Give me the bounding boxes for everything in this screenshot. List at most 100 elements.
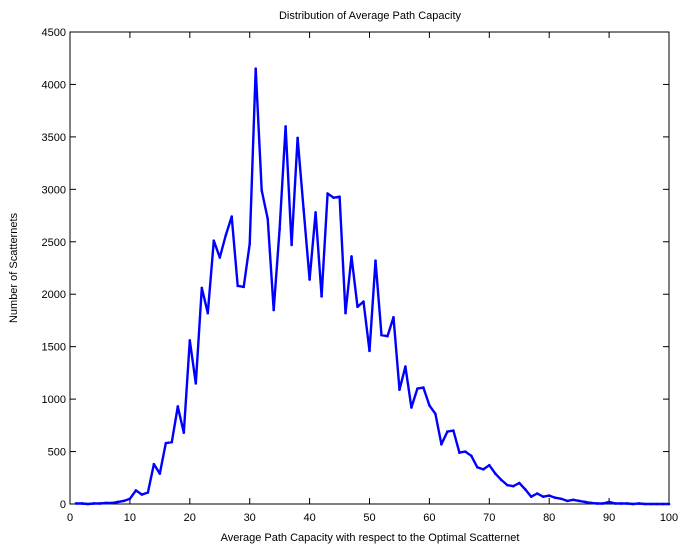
data-point <box>547 494 551 497</box>
y-tick-label: 4500 <box>42 27 66 39</box>
data-point <box>74 502 78 505</box>
data-point <box>134 489 138 492</box>
y-tick-label: 1000 <box>42 394 66 406</box>
data-point <box>260 189 263 192</box>
data-point <box>482 468 485 471</box>
y-tick-label: 2500 <box>42 237 66 249</box>
data-point <box>272 308 275 312</box>
data-point <box>326 192 329 195</box>
data-point <box>224 234 228 237</box>
data-point <box>511 484 515 488</box>
plot-frame <box>69 31 670 505</box>
data-point <box>314 211 317 214</box>
series-layer <box>74 67 671 506</box>
data-point <box>302 207 305 211</box>
data-point <box>434 412 437 416</box>
data-point <box>182 431 186 434</box>
data-point <box>505 483 509 487</box>
x-tick-label: 40 <box>303 512 315 524</box>
data-point <box>601 502 605 505</box>
data-point <box>613 502 617 505</box>
data-point <box>206 311 210 315</box>
data-point <box>595 502 599 505</box>
data-point <box>386 334 389 338</box>
x-tick-label: 70 <box>483 512 495 524</box>
y-tick-label: 0 <box>60 499 66 511</box>
data-point <box>643 502 647 506</box>
x-tick-label: 100 <box>660 512 678 524</box>
data-point <box>631 502 635 506</box>
data-point <box>607 500 611 504</box>
data-point <box>380 333 383 337</box>
data-point <box>452 429 455 432</box>
data-point <box>104 501 108 505</box>
data-point <box>571 498 575 502</box>
data-point <box>392 315 395 319</box>
data-point <box>523 488 527 491</box>
y-tick-label: 3500 <box>42 132 66 144</box>
series-line <box>76 67 669 506</box>
data-point <box>320 295 323 298</box>
data-point <box>278 227 281 231</box>
data-point <box>194 382 198 385</box>
data-point <box>446 430 449 433</box>
data-point <box>128 497 132 501</box>
data-point <box>122 499 126 503</box>
x-tick-label: 50 <box>363 512 375 524</box>
data-point <box>188 339 192 342</box>
x-tick-label: 10 <box>124 512 136 524</box>
data-point <box>98 502 102 505</box>
data-point <box>655 502 659 506</box>
data-point <box>266 217 269 221</box>
data-point <box>290 243 293 247</box>
data-point <box>440 442 443 446</box>
data-point <box>296 136 299 140</box>
data-point <box>589 501 593 505</box>
data-point <box>308 278 311 281</box>
x-axis: 0 10 20 30 40 50 60 70 80 90 100 <box>67 32 678 524</box>
data-point <box>529 495 533 498</box>
data-point <box>116 500 120 504</box>
data-point <box>92 502 96 505</box>
data-point <box>284 125 287 128</box>
data-point <box>110 501 114 505</box>
data-point <box>86 502 90 506</box>
y-tick-label: 500 <box>48 447 66 459</box>
data-point <box>146 491 150 494</box>
x-tick-label: 60 <box>423 512 435 524</box>
data-point <box>553 496 557 500</box>
x-tick-label: 30 <box>244 512 256 524</box>
x-tick-label: 20 <box>184 512 196 524</box>
data-point <box>637 502 641 505</box>
y-axis: 0 500 1000 1500 2000 2500 3000 3500 4000 4500 <box>42 27 669 511</box>
x-axis-label: Average Path Capacity with respect to th… <box>221 532 520 544</box>
data-point <box>200 286 204 290</box>
data-point <box>517 481 521 485</box>
data-point <box>350 255 353 258</box>
data-point <box>152 462 156 466</box>
data-point <box>164 441 168 445</box>
data-point <box>488 463 491 467</box>
data-point <box>212 239 216 243</box>
data-point <box>416 387 419 390</box>
data-point <box>410 406 413 409</box>
data-point <box>619 502 623 505</box>
data-point <box>428 404 431 407</box>
data-point <box>248 242 251 246</box>
data-point <box>565 499 569 503</box>
x-tick-label: 90 <box>603 512 615 524</box>
data-point <box>667 502 671 506</box>
data-point <box>535 492 539 495</box>
data-point <box>242 285 246 289</box>
data-point <box>559 497 563 501</box>
data-point <box>404 365 407 368</box>
y-tick-label: 1500 <box>42 342 66 354</box>
data-point <box>470 454 473 458</box>
data-point <box>458 451 461 454</box>
x-tick-label: 0 <box>67 512 73 524</box>
data-point <box>338 195 341 198</box>
y-tick-label: 2000 <box>42 289 66 301</box>
data-point <box>254 67 257 71</box>
data-point <box>368 349 371 353</box>
